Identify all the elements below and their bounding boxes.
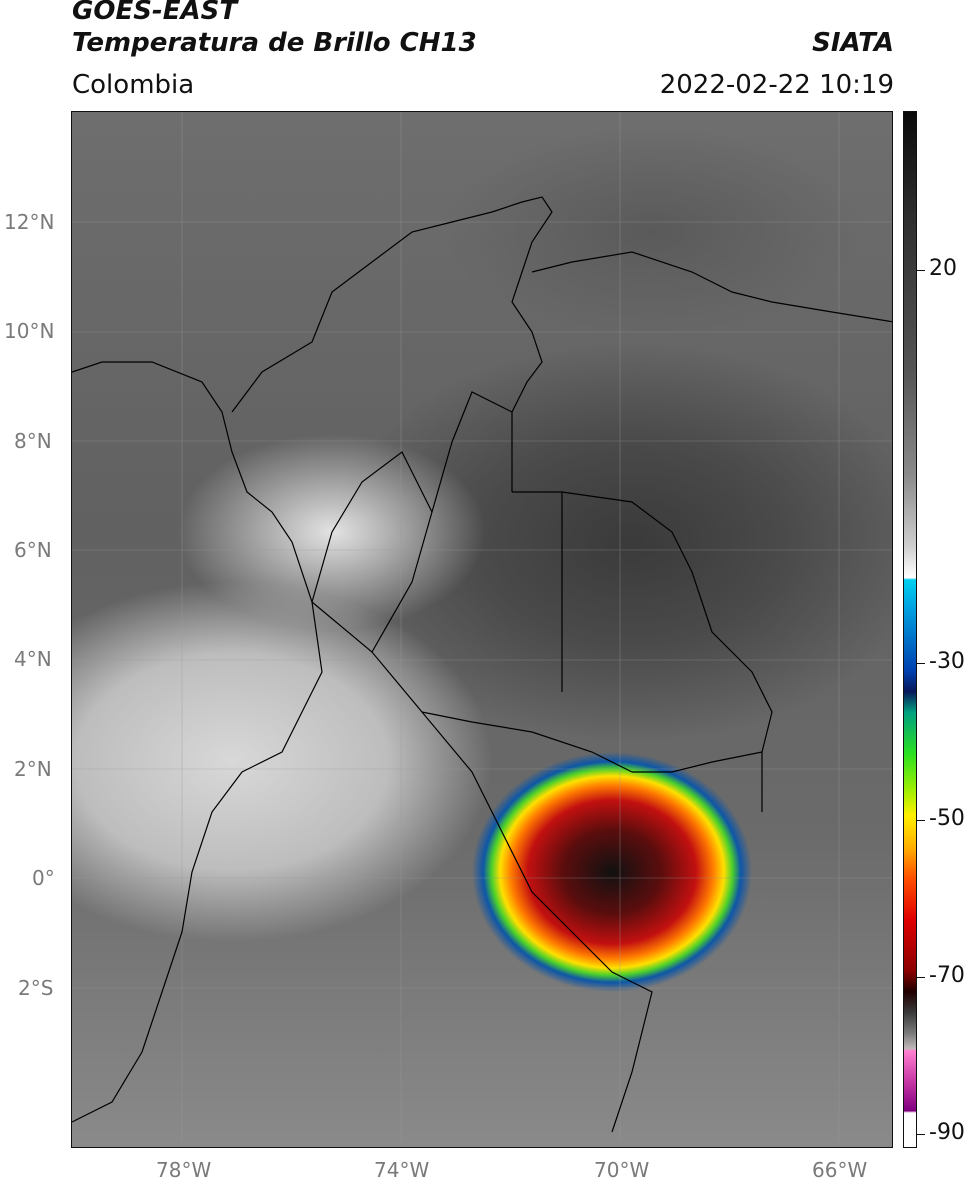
lat-tick: 10°N — [4, 319, 55, 343]
colorbar-tick-mark — [917, 1134, 925, 1135]
lon-tick: 74°W — [374, 1158, 430, 1182]
colorbar-tick-mark — [917, 820, 925, 821]
lon-tick: 66°W — [812, 1158, 868, 1182]
colorbar-label: 20 — [929, 256, 957, 281]
borders — [72, 196, 892, 1133]
product-title: Temperatura de Brillo CH13 — [72, 28, 477, 58]
datetime-label: 2022-02-22 10:19 — [659, 70, 894, 100]
colorbar-tick-mark — [917, 663, 925, 664]
lat-tick: 2°N — [14, 757, 52, 781]
lat-tick: 8°N — [14, 429, 52, 453]
colorbar — [903, 111, 917, 1148]
lat-tick: 12°N — [4, 210, 55, 234]
lat-tick: 4°N — [14, 647, 52, 671]
graticule — [72, 112, 892, 1147]
lon-tick: 78°W — [156, 1158, 212, 1182]
colorbar-label: -50 — [929, 806, 965, 831]
satellite-map — [71, 111, 893, 1148]
lon-tick: 70°W — [594, 1158, 650, 1182]
source-label: SIATA — [812, 28, 894, 58]
colorbar-label: -30 — [929, 649, 965, 674]
map-overlay — [72, 112, 892, 1147]
colorbar-tick-mark — [917, 270, 925, 271]
colorbar-label: -70 — [929, 963, 965, 988]
lat-tick: 2°S — [18, 976, 54, 1000]
satellite-title: GOES-EAST — [72, 0, 238, 26]
lat-tick: 6°N — [14, 538, 52, 562]
lat-tick: 0° — [32, 866, 55, 890]
region-label: Colombia — [72, 70, 195, 100]
colorbar-tick-mark — [917, 977, 925, 978]
colorbar-label: -90 — [929, 1120, 965, 1145]
